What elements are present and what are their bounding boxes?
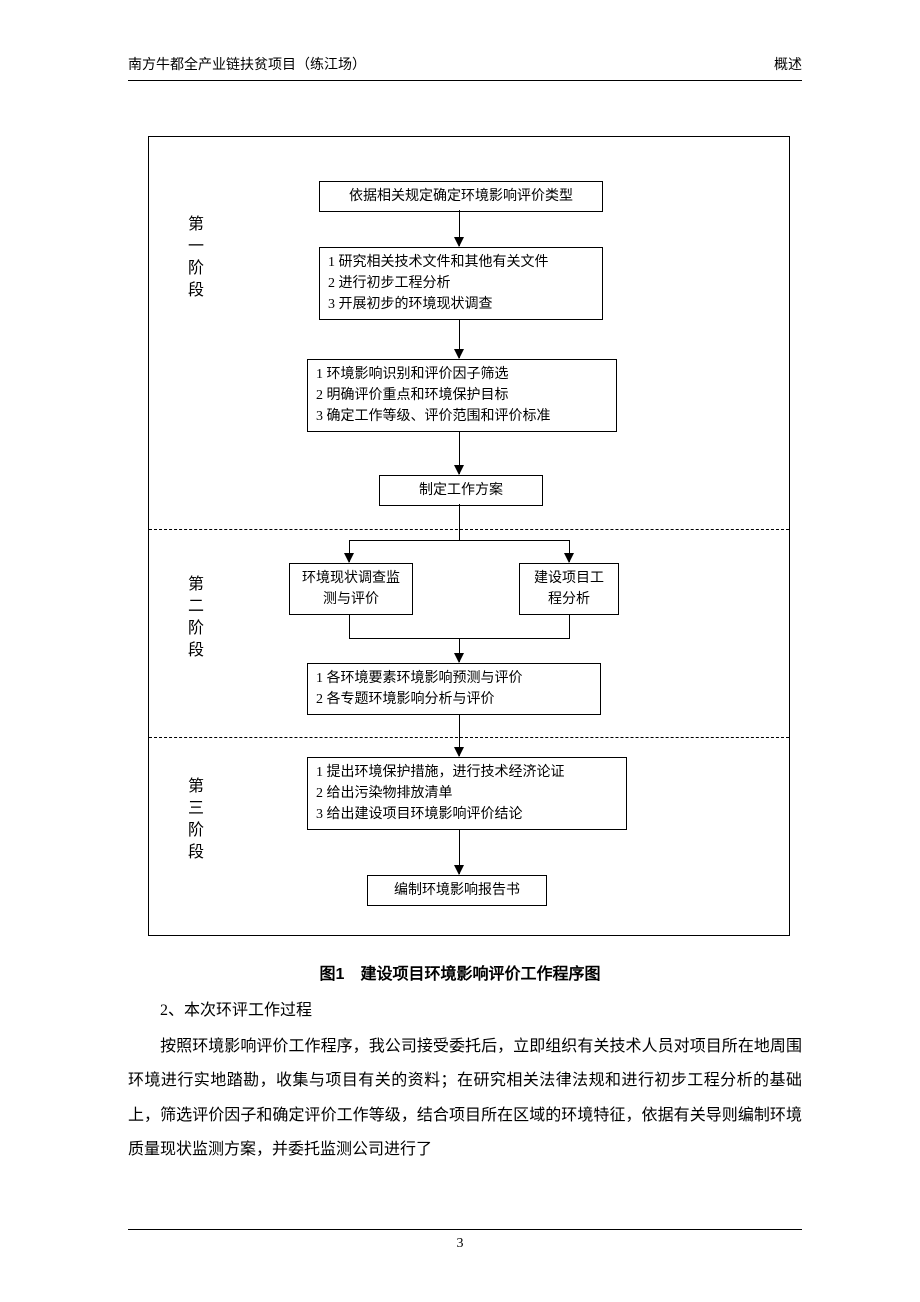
arrow-3 xyxy=(459,432,460,474)
arrow-split-left xyxy=(349,540,350,562)
conn-plan-down xyxy=(459,504,460,540)
paragraph: 按照环境影响评价工作程序，我公司接受委托后，立即组织有关技术人员对项目所在地周围… xyxy=(128,1030,802,1168)
node-measures: 1 提出环境保护措施，进行技术经济论证 2 给出污染物排放清单 3 给出建设项目… xyxy=(307,757,627,830)
node-type: 依据相关规定确定环境影响评价类型 xyxy=(319,181,603,212)
header-rule xyxy=(128,80,802,81)
arrow-5 xyxy=(459,830,460,874)
footer-rule xyxy=(128,1229,802,1230)
header-left: 南方牛都全产业链扶贫项目（练江场） xyxy=(128,54,366,74)
node-identify: 1 环境影响识别和评价因子筛选 2 明确评价重点和环境保护目标 3 确定工作等级… xyxy=(307,359,617,432)
node-predict: 1 各环境要素环境影响预测与评价 2 各专题环境影响分析与评价 xyxy=(307,663,601,715)
phase1-label: 第一阶段 xyxy=(181,215,205,303)
arrow-2 xyxy=(459,320,460,358)
node-report: 编制环境影响报告书 xyxy=(367,875,547,906)
page-number: 3 xyxy=(0,1236,920,1252)
figure-caption: 图1 建设项目环境影响评价工作程序图 xyxy=(0,960,920,984)
header-right: 概述 xyxy=(774,54,802,74)
conn-merge-left xyxy=(349,614,350,638)
phase2-label: 第二阶段 xyxy=(181,575,205,663)
node-study: 1 研究相关技术文件和其他有关文件 2 进行初步工程分析 3 开展初步的环境现状… xyxy=(319,247,603,320)
node-survey: 环境现状调查监测与评价 xyxy=(289,563,413,615)
dashed-divider-2 xyxy=(149,737,789,738)
dashed-divider-1 xyxy=(149,529,789,530)
arrow-4 xyxy=(459,714,460,756)
arrow-split-right xyxy=(569,540,570,562)
flowchart-container: 第一阶段 第二阶段 第三阶段 依据相关规定确定环境影响评价类型 1 研究相关技术… xyxy=(148,136,790,936)
arrow-merge-down xyxy=(459,638,460,662)
phase3-label: 第三阶段 xyxy=(181,777,205,865)
conn-merge-right xyxy=(569,614,570,638)
section-heading: 2、本次环评工作过程 xyxy=(128,994,802,1028)
arrow-1 xyxy=(459,210,460,246)
conn-split-h xyxy=(349,540,569,541)
node-engineering: 建设项目工程分析 xyxy=(519,563,619,615)
node-plan: 制定工作方案 xyxy=(379,475,543,506)
